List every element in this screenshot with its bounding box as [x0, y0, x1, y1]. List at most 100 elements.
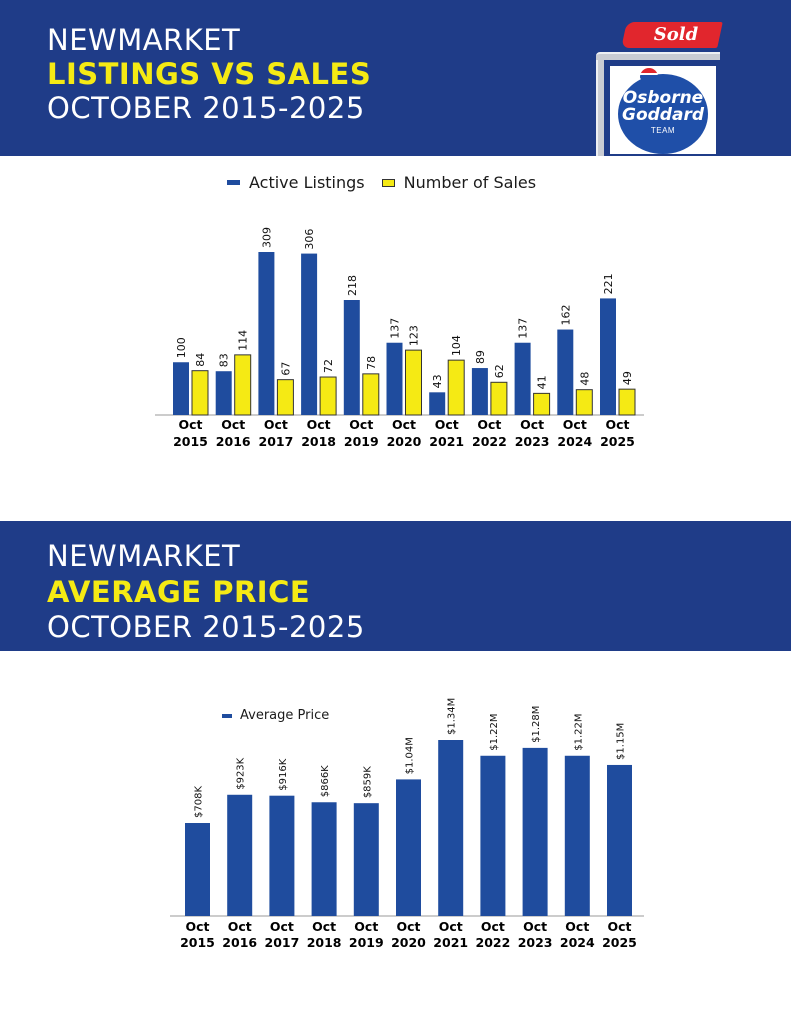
- header-period-2: OCTOBER 2015-2025: [47, 610, 365, 644]
- price-label: $1.04M: [405, 737, 416, 774]
- data-label: 137: [517, 318, 530, 339]
- chart2-legend: Average Price: [222, 708, 329, 723]
- x-tick-year: 2025: [602, 935, 637, 950]
- active-listings-bar: [301, 253, 318, 415]
- data-label: 218: [346, 275, 359, 296]
- data-label: 43: [431, 374, 444, 388]
- active-listings-bar: [471, 368, 488, 415]
- active-listings-bar: [386, 342, 403, 415]
- price-label: $708K: [194, 786, 205, 818]
- data-label: 89: [474, 350, 487, 364]
- x-tick-month: Oct: [392, 417, 416, 432]
- header-banner-mid: NEWMARKET AVERAGE PRICE OCTOBER 2015-202…: [0, 521, 791, 651]
- sales-bar: [319, 376, 337, 416]
- x-tick-year: 2015: [173, 434, 208, 449]
- x-tick-year: 2020: [391, 935, 426, 950]
- x-tick-month: Oct: [354, 919, 378, 934]
- x-tick-month: Oct: [185, 919, 209, 934]
- x-tick-month: Oct: [520, 417, 544, 432]
- data-label: 104: [450, 335, 463, 356]
- x-tick-month: Oct: [270, 919, 294, 934]
- x-tick-year: 2016: [216, 434, 251, 449]
- average-price-bar: [269, 795, 295, 916]
- data-label: 83: [218, 353, 231, 367]
- sales-bar: [447, 359, 465, 416]
- sign-arm: [596, 52, 720, 60]
- x-tick-year: 2025: [600, 434, 635, 449]
- x-tick-month: Oct: [563, 417, 587, 432]
- x-tick-year: 2023: [515, 434, 550, 449]
- x-tick-month: Oct: [523, 919, 547, 934]
- x-tick-year: 2019: [344, 434, 379, 449]
- x-tick-year: 2016: [222, 935, 257, 950]
- x-tick-year: 2022: [476, 935, 511, 950]
- x-tick-month: Oct: [349, 417, 373, 432]
- x-tick-year: 2022: [472, 434, 507, 449]
- average-price-bar: [311, 802, 337, 916]
- data-label: 114: [237, 330, 250, 351]
- average-price-bar: [607, 764, 632, 916]
- active-listings-bar: [173, 362, 189, 415]
- logo-name-2: Goddard: [622, 105, 704, 125]
- active-listings-bar: [258, 252, 275, 415]
- average-price-bar: [438, 740, 464, 916]
- average-price-bar: [227, 794, 253, 916]
- team-logo: Sold Osborne Goddard TEAM: [596, 18, 726, 156]
- x-tick-month: Oct: [264, 417, 288, 432]
- price-label: $1.15M: [616, 723, 627, 760]
- data-label: 62: [493, 364, 506, 378]
- balloon-icon: [640, 68, 658, 80]
- sales-bar: [362, 373, 380, 416]
- active-listings-bar: [215, 371, 232, 415]
- logo-team: TEAM: [650, 126, 676, 135]
- data-label: 137: [389, 318, 402, 339]
- sales-bar: [490, 381, 508, 416]
- chart1-legend: Active Listings Number of Sales: [227, 173, 536, 192]
- x-tick-month: Oct: [312, 919, 336, 934]
- legend-swatch-sales: [381, 178, 395, 187]
- x-tick-month: Oct: [435, 417, 459, 432]
- data-label: 84: [194, 353, 207, 367]
- price-label: $1.28M: [531, 706, 542, 743]
- sales-bar: [575, 389, 593, 416]
- price-label: $1.22M: [489, 713, 500, 750]
- x-tick-year: 2018: [301, 434, 336, 449]
- x-tick-month: Oct: [481, 919, 505, 934]
- active-listings-bar: [514, 342, 531, 415]
- average-price-bar: [396, 779, 421, 916]
- x-tick-month: Oct: [228, 919, 252, 934]
- sold-text: Sold: [653, 24, 699, 45]
- team-seal: [618, 74, 708, 154]
- data-label: 123: [408, 325, 421, 346]
- price-label: $916K: [278, 758, 289, 790]
- average-price-bar: [185, 823, 210, 916]
- x-tick-year: 2024: [557, 434, 592, 449]
- data-label: 78: [365, 356, 378, 370]
- price-label: $859K: [362, 766, 373, 798]
- header-city: NEWMARKET: [47, 23, 241, 57]
- active-listings-bar: [429, 392, 446, 415]
- x-tick-year: 2017: [259, 434, 294, 449]
- sales-bar: [234, 354, 252, 416]
- data-label: 309: [260, 227, 273, 248]
- data-label: 100: [175, 337, 188, 358]
- listings-sales-chart: 100 84 Oct 2015 83 114 Oct 2016 309 67 Oct 2017 306 7…: [155, 227, 644, 449]
- logo-name-1: Osborne: [622, 88, 704, 108]
- x-tick-year: 2017: [265, 935, 300, 950]
- x-tick-year: 2021: [433, 935, 468, 950]
- data-label: 306: [303, 229, 316, 250]
- sales-bar: [276, 379, 294, 416]
- average-price-bar: [522, 747, 548, 916]
- data-label: 162: [559, 305, 572, 326]
- x-tick-month: Oct: [307, 417, 331, 432]
- x-tick-year: 2019: [349, 935, 384, 950]
- data-label: 67: [279, 362, 292, 376]
- x-tick-month: Oct: [221, 417, 245, 432]
- x-tick-year: 2023: [518, 935, 553, 950]
- price-label: $1.34M: [447, 698, 458, 735]
- average-price-chart: $708KOct2015$923KOct2016$916KOct2017$866…: [170, 698, 644, 950]
- x-tick-month: Oct: [605, 417, 629, 432]
- data-label: 221: [602, 273, 615, 294]
- x-tick-month: Oct: [477, 417, 501, 432]
- legend-label-active: Active Listings: [249, 173, 365, 192]
